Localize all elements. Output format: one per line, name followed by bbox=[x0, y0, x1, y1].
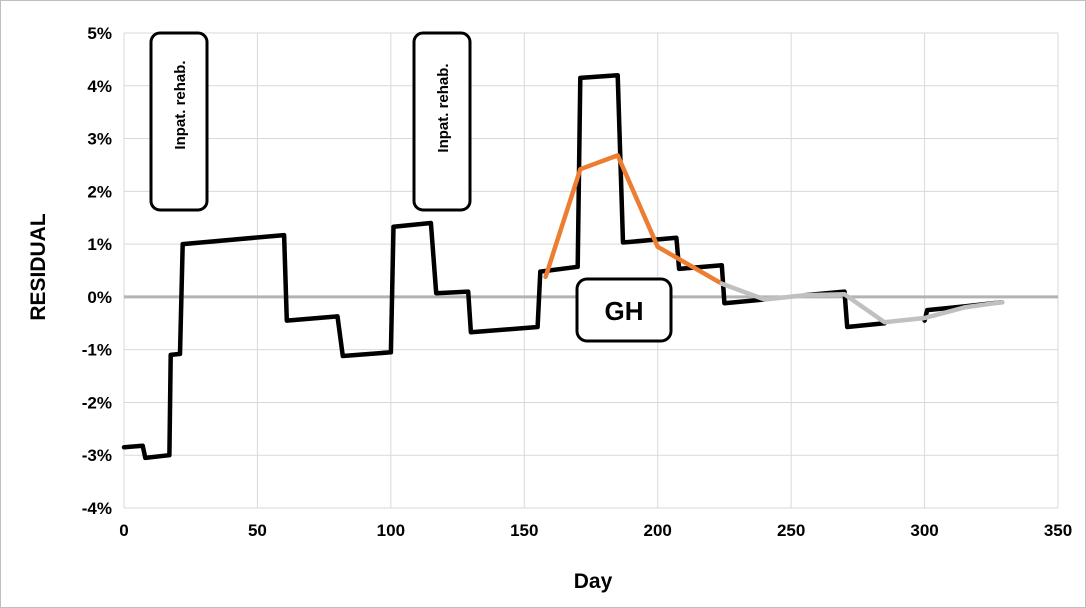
y-tick-label: 1% bbox=[87, 235, 112, 254]
x-tick-label: 0 bbox=[119, 521, 128, 540]
y-tick-label: 0% bbox=[87, 288, 112, 307]
annotation-gh: GH bbox=[575, 277, 673, 343]
x-tick-label: 300 bbox=[910, 521, 938, 540]
series-line-4 bbox=[719, 281, 1005, 325]
y-tick-labels: -4% -3% -2% -1% 0% 1% 2% 3% 4% 5% bbox=[82, 24, 112, 518]
y-tick-label: -3% bbox=[82, 446, 112, 465]
y-tick-label: -1% bbox=[82, 341, 112, 360]
annotation-inpat-rehab-1: Inpat. rehab. bbox=[149, 31, 209, 212]
x-axis-title: Day bbox=[574, 570, 613, 593]
grid bbox=[123, 32, 1059, 509]
annotation-inpat-rehab-2-text: Inpat. rehab. bbox=[435, 63, 452, 152]
annotation-inpat-rehab-2: Inpat. rehab. bbox=[412, 31, 472, 212]
y-tick-label: 2% bbox=[87, 182, 112, 201]
annotation-inpat-rehab-1-text: Inpat. rehab. bbox=[172, 60, 189, 149]
y-tick-label: 5% bbox=[87, 24, 112, 43]
y-tick-label: 4% bbox=[87, 77, 112, 96]
x-tick-label: 50 bbox=[248, 521, 267, 540]
series-line-3 bbox=[543, 153, 725, 286]
x-tick-label: 100 bbox=[377, 521, 405, 540]
x-tick-label: 350 bbox=[1044, 521, 1072, 540]
x-tick-label: 250 bbox=[777, 521, 805, 540]
x-tick-labels: 0 50 100 150 200 250 300 350 bbox=[119, 521, 1072, 540]
y-axis-title: RESIDUAL bbox=[27, 213, 50, 321]
y-tick-label: 3% bbox=[87, 130, 112, 149]
y-tick-label: -4% bbox=[82, 499, 112, 518]
annotation-gh-text: GH bbox=[605, 296, 644, 326]
series-layer bbox=[121, 72, 1005, 461]
x-tick-label: 150 bbox=[510, 521, 538, 540]
x-tick-label: 200 bbox=[644, 521, 672, 540]
y-tick-label: -2% bbox=[82, 393, 112, 412]
series-line-0 bbox=[121, 72, 767, 461]
